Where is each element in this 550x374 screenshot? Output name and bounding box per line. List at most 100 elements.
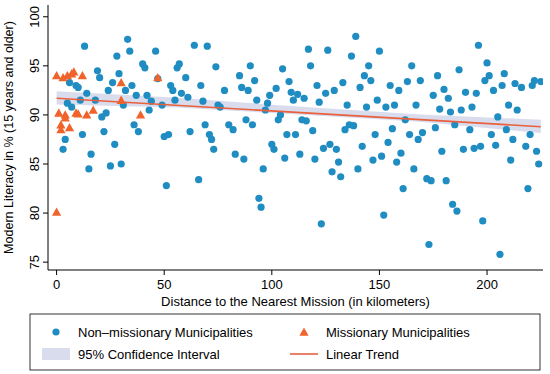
circle-point xyxy=(460,146,467,153)
circle-point xyxy=(507,156,514,163)
circle-point xyxy=(462,89,469,96)
circle-point xyxy=(199,98,206,105)
circle-point xyxy=(316,99,323,106)
plot-area xyxy=(52,33,543,258)
circle-point xyxy=(483,59,490,66)
circle-point xyxy=(294,91,301,98)
x-axis-label: Distance to the Nearest Mission (in kilo… xyxy=(161,294,430,309)
circle-point xyxy=(434,72,441,79)
circle-point xyxy=(113,52,120,59)
circle-point xyxy=(176,60,183,67)
circle-point xyxy=(509,136,516,143)
circle-point xyxy=(380,211,387,218)
circle-point xyxy=(318,220,325,227)
circle-point xyxy=(524,185,531,192)
circle-point xyxy=(389,125,396,132)
circle-point xyxy=(59,146,66,153)
circle-point xyxy=(535,160,542,167)
circle-point xyxy=(146,106,153,113)
circle-point xyxy=(100,128,107,135)
circle-point xyxy=(105,87,112,94)
circle-point xyxy=(109,79,116,86)
circle-point xyxy=(533,148,540,155)
circle-point xyxy=(378,153,385,160)
legend-triangle xyxy=(299,327,308,335)
legend-label: Non–missionary Municipalities xyxy=(78,325,253,340)
y-tick xyxy=(43,164,48,165)
circle-point xyxy=(264,100,271,107)
circle-point xyxy=(479,217,486,224)
circle-point xyxy=(68,103,75,110)
circle-point xyxy=(430,92,437,99)
circle-point xyxy=(115,70,122,77)
x-tick xyxy=(379,270,380,275)
circle-point xyxy=(130,121,137,128)
circle-point xyxy=(397,150,404,157)
circle-point xyxy=(387,82,394,89)
circle-point xyxy=(537,78,543,85)
circle-point xyxy=(496,251,503,258)
y-tick xyxy=(43,213,48,214)
circle-point xyxy=(141,64,148,71)
circle-point xyxy=(531,77,538,84)
circle-point xyxy=(81,43,88,50)
circle-point xyxy=(412,102,419,109)
circle-point xyxy=(438,148,445,155)
circle-point xyxy=(75,84,82,91)
triangle-point xyxy=(56,125,65,133)
triangle-point xyxy=(153,73,162,81)
x-tick-label: 200 xyxy=(476,277,498,292)
circle-point xyxy=(417,77,424,84)
legend-line xyxy=(290,353,318,355)
circle-point xyxy=(402,116,409,123)
y-axis-line xyxy=(48,5,49,270)
circle-point xyxy=(369,156,376,163)
circle-point xyxy=(66,79,73,86)
y-axis-label: Modern Literacy in % (15 years and older… xyxy=(2,21,16,254)
circle-point xyxy=(171,97,178,104)
triangle-point xyxy=(78,71,87,79)
circle-point xyxy=(309,127,316,134)
circle-point xyxy=(79,131,86,138)
circle-point xyxy=(505,102,512,109)
circle-point xyxy=(210,146,217,153)
y-tick-label: 75 xyxy=(27,255,42,269)
legend-label: Missionary Municipalities xyxy=(326,325,470,340)
triangle-point xyxy=(52,71,61,79)
triangle-point xyxy=(117,78,126,86)
circle-point xyxy=(427,177,434,184)
circle-point xyxy=(249,121,256,128)
circle-point xyxy=(449,201,456,208)
circle-point xyxy=(333,146,340,153)
legend-box xyxy=(30,314,540,370)
circle-point xyxy=(313,82,320,89)
scatter-series xyxy=(52,67,162,216)
x-tick xyxy=(56,270,57,275)
circle-point xyxy=(488,131,495,138)
circle-point xyxy=(288,89,295,96)
circle-point xyxy=(128,82,135,89)
circle-point xyxy=(356,84,363,91)
circle-point xyxy=(354,165,361,172)
circle-point xyxy=(363,103,370,110)
circle-point xyxy=(143,92,150,99)
circle-point xyxy=(94,67,101,74)
circle-point xyxy=(425,241,432,248)
circle-point xyxy=(320,145,327,152)
y-tick xyxy=(43,16,48,17)
circle-point xyxy=(290,97,297,104)
legend-label: 95% Confidence Interval xyxy=(78,347,220,362)
circle-point xyxy=(238,84,245,91)
circle-point xyxy=(87,151,94,158)
circle-point xyxy=(503,126,510,133)
y-tick xyxy=(43,114,48,115)
circle-point xyxy=(208,136,215,143)
circle-point xyxy=(296,151,303,158)
circle-point xyxy=(419,129,426,136)
circle-point xyxy=(232,151,239,158)
circle-point xyxy=(526,131,533,138)
circle-point xyxy=(255,195,262,202)
circle-point xyxy=(400,185,407,192)
circle-point xyxy=(443,177,450,184)
circle-point xyxy=(432,124,439,131)
